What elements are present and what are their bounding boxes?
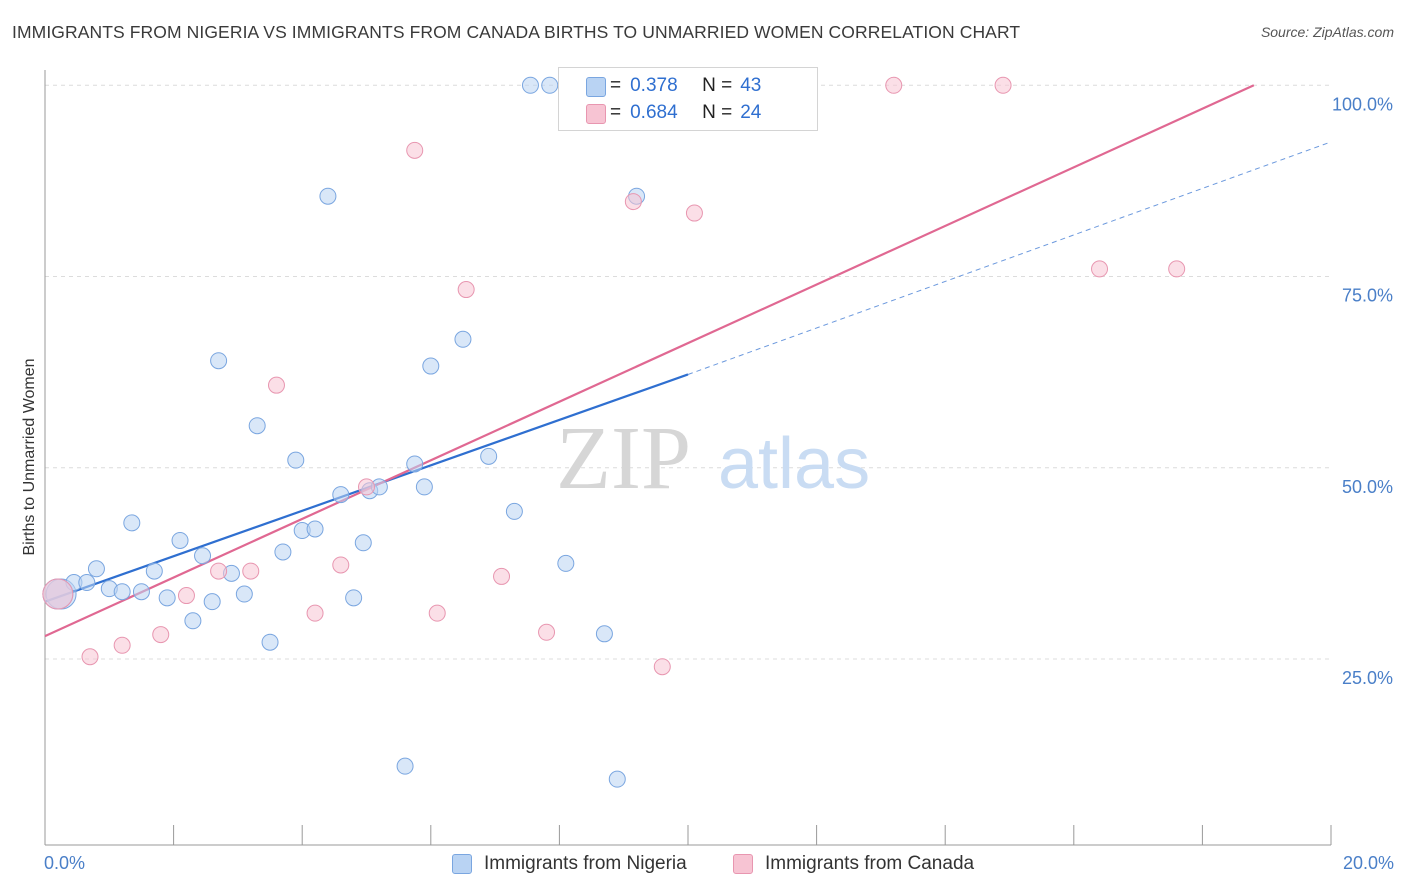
nigeria-point — [396, 757, 414, 775]
nigeria-swatch — [586, 77, 606, 97]
canada-point — [306, 604, 324, 622]
y-tick-label: 100.0% — [1332, 94, 1393, 114]
canada-point — [210, 562, 228, 580]
canada-point — [267, 376, 285, 394]
nigeria-legend-swatch — [452, 854, 472, 874]
nigeria-point — [480, 447, 498, 465]
nigeria-point — [171, 531, 189, 549]
legend-row-nigeria: R = 0.378 N = 43 — [586, 74, 762, 98]
nigeria-point — [123, 514, 141, 532]
legend-label-canada: Immigrants from Canada — [765, 853, 975, 874]
nigeria-point — [184, 612, 202, 630]
y-tick-label: 75.0% — [1342, 286, 1393, 306]
nigeria-point — [235, 585, 253, 603]
canada-point — [1168, 260, 1186, 278]
canada-point — [242, 562, 260, 580]
n-label: N = — [702, 102, 733, 123]
canada-swatch — [586, 104, 606, 124]
watermark-zip: ZIP — [556, 409, 691, 508]
nigeria-point — [415, 478, 433, 496]
legend-item-canada: Immigrants from Canada — [733, 851, 974, 877]
nigeria-point — [113, 583, 131, 601]
nigeria-point — [345, 589, 363, 607]
canada-point — [624, 193, 642, 211]
canada-point — [332, 556, 350, 574]
nigeria-point — [608, 770, 626, 788]
x-tick-label: 20.0% — [1343, 853, 1394, 873]
x-tick-label: 0.0% — [44, 853, 85, 873]
nigeria-point — [145, 562, 163, 580]
legend-row-canada: R = 0.684 N = 24 — [586, 101, 762, 125]
nigeria-point — [454, 330, 472, 348]
nigeria-point — [194, 547, 212, 565]
nigeria-point — [406, 455, 424, 473]
canada-point — [177, 587, 195, 605]
canada-point — [653, 658, 671, 676]
chart-title: IMMIGRANTS FROM NIGERIA VS IMMIGRANTS FR… — [12, 22, 1021, 42]
n-value-canada: 24 — [740, 102, 762, 123]
nigeria-point — [422, 357, 440, 375]
canada-point — [81, 648, 99, 666]
nigeria-point — [248, 417, 266, 435]
canada-point — [994, 76, 1012, 94]
canada-point — [885, 76, 903, 94]
canada-point — [685, 204, 703, 222]
canada-point — [113, 636, 131, 654]
trend-line — [44, 84, 1255, 638]
y-axis-label: Births to Unmarried Women — [21, 358, 38, 555]
nigeria-point — [287, 451, 305, 469]
nigeria-point — [261, 633, 279, 651]
canada-point — [358, 478, 375, 496]
canada-point — [152, 626, 170, 644]
nigeria-point — [87, 560, 105, 578]
nigeria-point — [306, 520, 324, 538]
canada-point — [538, 623, 556, 641]
n-value-nigeria: 43 — [740, 75, 762, 96]
canada-point — [493, 567, 511, 585]
source-credit: Source: ZipAtlas.com — [1260, 24, 1394, 40]
nigeria-point — [521, 76, 539, 94]
nigeria-point — [132, 583, 150, 601]
nigeria-point — [557, 554, 575, 572]
trend-line — [687, 141, 1332, 375]
canada-point — [406, 141, 424, 159]
canada-point — [428, 604, 446, 622]
nigeria-point — [203, 593, 221, 611]
nigeria-point — [354, 534, 372, 552]
y-tick-label: 50.0% — [1342, 477, 1393, 497]
canada-point — [42, 578, 74, 610]
y-tick-label: 25.0% — [1342, 668, 1393, 688]
axes — [44, 70, 1332, 846]
nigeria-point — [595, 625, 613, 643]
r-value-nigeria: 0.378 — [630, 75, 678, 96]
canada-point — [1091, 260, 1109, 278]
stats-legend: R = 0.378 N = 43 R = 0.684 N = 24 — [558, 67, 818, 131]
n-label: N = — [702, 75, 733, 96]
nigeria-point — [319, 187, 337, 205]
canada-point — [457, 281, 475, 299]
nigeria-point — [210, 352, 228, 370]
trend-lines — [44, 84, 1332, 638]
legend-item-nigeria: Immigrants from Nigeria — [452, 851, 687, 877]
nigeria-point — [274, 543, 292, 561]
tick-labels: 25.0% 50.0% 75.0% 100.0% 0.0% 20.0% — [44, 94, 1394, 873]
nigeria-point — [78, 574, 96, 592]
watermark-atlas: atlas — [718, 424, 870, 504]
nigeria-point — [158, 589, 176, 607]
nigeria-point — [505, 502, 523, 520]
legend-label-nigeria: Immigrants from Nigeria — [484, 853, 687, 874]
canada-legend-swatch — [733, 854, 753, 874]
r-value-canada: 0.684 — [630, 102, 678, 123]
nigeria-point — [332, 486, 350, 504]
nigeria-point — [541, 76, 559, 94]
